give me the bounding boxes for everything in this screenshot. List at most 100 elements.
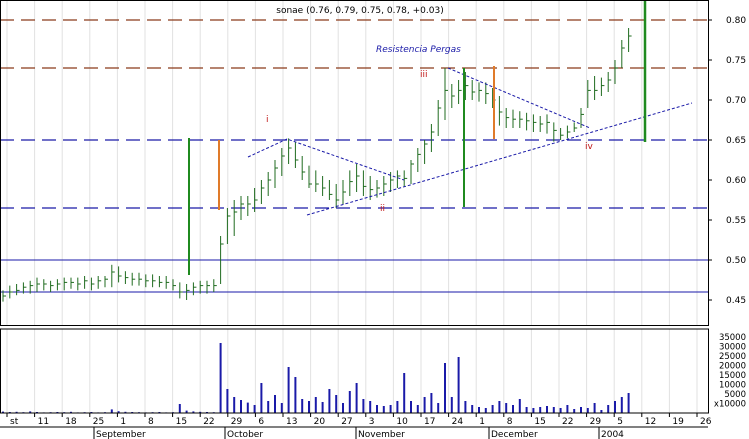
day-tick-label: 8 bbox=[148, 417, 154, 427]
price-bar bbox=[213, 279, 217, 292]
price-bar bbox=[56, 279, 61, 291]
price-bar bbox=[464, 72, 469, 100]
day-tick-label: 12 bbox=[645, 417, 656, 427]
price-bar bbox=[301, 156, 306, 180]
volume-panel-frame bbox=[0, 328, 709, 414]
price-bar bbox=[288, 138, 292, 164]
price-bar bbox=[240, 196, 244, 220]
price-bars bbox=[2, 28, 632, 302]
day-tick-label: 15 bbox=[176, 417, 187, 427]
price-bar bbox=[342, 180, 346, 204]
price-bar bbox=[410, 160, 414, 184]
volume-tick-label: 15000 bbox=[719, 371, 746, 381]
day-tick-label: 29 bbox=[590, 417, 602, 427]
month-label: 2004 bbox=[601, 430, 624, 439]
price-bar bbox=[50, 280, 54, 292]
price-bar bbox=[158, 276, 163, 288]
price-bar bbox=[145, 274, 149, 288]
price-bar bbox=[165, 276, 170, 289]
day-tick-label: 3 bbox=[369, 417, 375, 427]
price-bar bbox=[403, 170, 408, 187]
price-bar bbox=[566, 125, 571, 139]
wave-label: iv bbox=[585, 142, 594, 152]
price-bar bbox=[77, 277, 81, 291]
price-bar bbox=[594, 76, 598, 100]
uptrend-line bbox=[306, 102, 693, 216]
price-tick-label: 0.75 bbox=[726, 56, 746, 66]
price-tick-label: 0.60 bbox=[726, 176, 746, 186]
day-tick-label: 8 bbox=[507, 417, 513, 427]
price-bar bbox=[546, 114, 550, 134]
price-bar bbox=[124, 271, 129, 284]
price-tick-label: 0.65 bbox=[726, 136, 746, 146]
day-tick-label: 5 bbox=[617, 417, 623, 427]
price-bar bbox=[580, 108, 584, 128]
day-tick-label: 13 bbox=[286, 417, 297, 427]
day-tick-label: 27 bbox=[341, 417, 352, 427]
price-bar bbox=[396, 170, 401, 188]
price-bar bbox=[369, 176, 374, 200]
price-bar bbox=[628, 28, 632, 52]
price-bar bbox=[356, 164, 360, 192]
price-bar bbox=[90, 277, 95, 291]
price-bar bbox=[485, 82, 489, 104]
day-tick-label: 18 bbox=[65, 417, 77, 427]
price-bar bbox=[600, 77, 605, 96]
day-tick-label: 26 bbox=[700, 417, 712, 427]
price-bar bbox=[526, 112, 530, 131]
price-bar bbox=[63, 277, 68, 291]
price-bar bbox=[84, 276, 88, 289]
price-bar bbox=[192, 282, 197, 296]
day-tick-label: 20 bbox=[314, 417, 326, 427]
price-bar bbox=[138, 272, 142, 286]
price-bar bbox=[458, 80, 462, 104]
price-bar bbox=[444, 68, 448, 120]
day-tick-label: 22 bbox=[203, 417, 214, 427]
price-tick-label: 0.45 bbox=[726, 296, 746, 306]
triangle-upper-line-2 bbox=[447, 67, 591, 129]
day-tick-label: 29 bbox=[231, 417, 243, 427]
price-bar bbox=[587, 80, 591, 108]
price-bar bbox=[560, 128, 564, 140]
price-bar bbox=[22, 282, 27, 294]
price-bar bbox=[451, 84, 455, 108]
price-bar bbox=[274, 160, 278, 188]
price-bar bbox=[2, 290, 6, 302]
volume-tick-label: 10000 bbox=[719, 381, 746, 391]
price-bar bbox=[29, 280, 34, 294]
price-bar bbox=[131, 272, 136, 286]
price-bar bbox=[424, 140, 428, 164]
month-label: September bbox=[96, 430, 146, 439]
price-bar bbox=[553, 122, 557, 142]
price-bar bbox=[328, 180, 333, 200]
reference-lines bbox=[0, 19, 708, 293]
resistance-label: Resistencia Pergas bbox=[376, 45, 461, 55]
price-bar bbox=[36, 277, 40, 292]
grid-lines bbox=[6, 0, 698, 413]
day-tick-label: 1 bbox=[120, 417, 126, 427]
month-label: November bbox=[358, 430, 405, 439]
price-bar bbox=[505, 108, 510, 128]
price-tick-label: 0.55 bbox=[726, 216, 746, 226]
price-bar bbox=[573, 122, 578, 132]
day-tick-label: 6 bbox=[258, 417, 264, 427]
day-tick-label: 19 bbox=[672, 417, 684, 427]
price-bar bbox=[607, 72, 612, 92]
price-bar bbox=[97, 276, 102, 289]
price-bar bbox=[9, 285, 13, 299]
price-bar bbox=[498, 96, 503, 126]
day-tick-label: 10 bbox=[396, 417, 408, 427]
price-bar bbox=[186, 284, 190, 300]
price-bar bbox=[315, 170, 319, 192]
price-bar bbox=[532, 114, 537, 132]
volume-tick-label: 35000 bbox=[719, 333, 746, 343]
price-bar bbox=[206, 280, 210, 294]
price-tick-label: 0.50 bbox=[726, 256, 746, 266]
price-tick-label: 0.70 bbox=[726, 96, 746, 106]
month-label: October bbox=[227, 430, 263, 439]
day-tick-label: 15 bbox=[534, 417, 545, 427]
price-tick-label: 0.80 bbox=[726, 16, 746, 26]
